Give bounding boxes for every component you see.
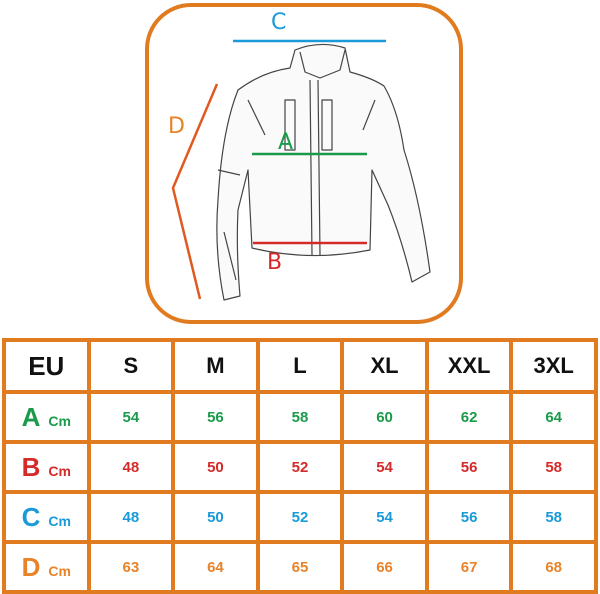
table-cell: 64 <box>509 390 598 444</box>
label-d: D <box>168 114 185 139</box>
table-cell: 56 <box>171 390 260 444</box>
row-label-d: D Cm <box>2 540 91 594</box>
table-cell: 52 <box>255 490 345 544</box>
table-cell: 68 <box>509 540 598 594</box>
diagram-frame <box>145 3 463 324</box>
table-cell: 62 <box>424 390 514 444</box>
jacket-sketch <box>171 39 431 301</box>
table-cell: 52 <box>255 440 345 494</box>
header-size: S <box>86 338 176 394</box>
measure-line-d <box>171 83 219 300</box>
table-cell: 48 <box>86 440 176 494</box>
table-cell: 54 <box>86 390 176 444</box>
jacket-outline <box>216 43 431 301</box>
table-cell: 54 <box>340 440 429 494</box>
unit-label: Cm <box>48 562 71 579</box>
table-cell: 65 <box>255 540 345 594</box>
measure-key: C <box>21 501 41 532</box>
table-cell: 58 <box>509 490 598 544</box>
measure-key: A <box>21 401 41 432</box>
table-cell: 63 <box>86 540 176 594</box>
table-row: C Cm 48 50 52 54 56 58 <box>2 490 598 544</box>
table-cell: 56 <box>424 490 514 544</box>
size-table: EU S M L XL XXL 3XL A Cm 54 56 58 60 62 64 B Cm 48… <box>2 338 598 594</box>
row-label-a: A Cm <box>2 390 91 444</box>
measure-key: D <box>21 551 41 582</box>
measure-key: B <box>21 451 41 482</box>
unit-label: Cm <box>48 512 71 529</box>
table-cell: 50 <box>171 440 260 494</box>
unit-label: Cm <box>48 412 71 429</box>
table-cell: 64 <box>171 540 260 594</box>
table-cell: 67 <box>424 540 514 594</box>
unit-label: Cm <box>48 462 71 479</box>
table-cell: 56 <box>424 440 514 494</box>
label-a: A <box>278 130 294 155</box>
header-size: XXL <box>424 338 514 394</box>
row-label-b: B Cm <box>2 440 91 494</box>
table-cell: 48 <box>86 490 176 544</box>
header-size: M <box>171 338 260 394</box>
label-b: B <box>267 250 283 275</box>
table-cell: 60 <box>340 390 429 444</box>
row-label-c: C Cm <box>2 490 91 544</box>
header-size: 3XL <box>509 338 598 394</box>
label-c: C <box>271 10 287 35</box>
table-cell: 58 <box>255 390 345 444</box>
table-header-row: EU S M L XL XXL 3XL <box>2 338 598 394</box>
table-row: B Cm 48 50 52 54 56 58 <box>2 440 598 494</box>
table-cell: 54 <box>340 490 429 544</box>
table-row: D Cm 63 64 65 66 67 68 <box>2 540 598 594</box>
header-eu: EU <box>2 338 91 394</box>
table-cell: 50 <box>171 490 260 544</box>
header-size: L <box>255 338 345 394</box>
table-cell: 66 <box>340 540 429 594</box>
table-cell: 58 <box>509 440 598 494</box>
table-row: A Cm 54 56 58 60 62 64 <box>2 390 598 444</box>
header-size: XL <box>340 338 429 394</box>
